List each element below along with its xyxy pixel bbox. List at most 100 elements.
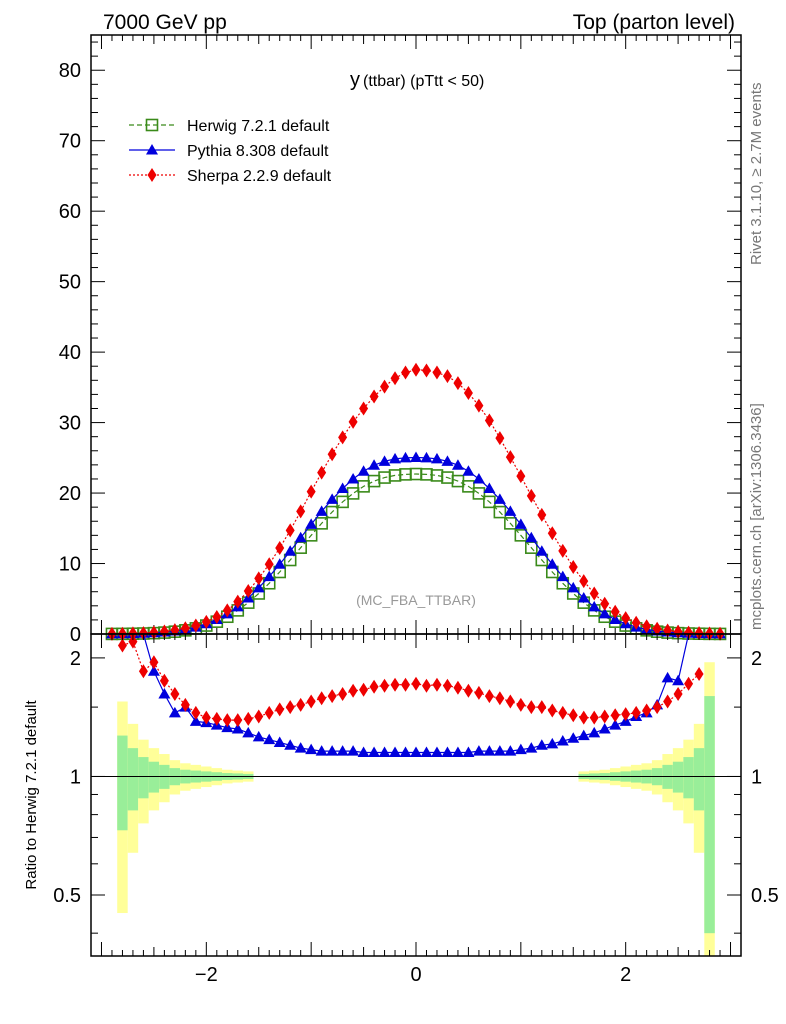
sherpa-marker	[317, 691, 327, 706]
herwig-marker	[483, 495, 496, 509]
sherpa-marker	[243, 584, 253, 599]
sherpa-marker	[275, 541, 285, 556]
sherpa-marker	[579, 574, 589, 589]
pythia-marker	[441, 746, 454, 758]
sherpa-marker	[401, 677, 411, 692]
pythia-marker	[504, 505, 517, 516]
y-tick-label: 30	[59, 413, 81, 435]
analysis-annotation: (MC_FBA_TTBAR)	[356, 592, 476, 608]
sherpa-marker	[474, 398, 484, 413]
sherpa-marker	[589, 710, 599, 725]
sherpa-marker	[380, 678, 390, 693]
sherpa-marker	[170, 686, 180, 701]
sherpa-marker	[411, 676, 421, 691]
sherpa-marker	[390, 371, 400, 386]
mcplots-label: mcplots.cern.ch [arXiv:1306.3436]	[748, 403, 765, 630]
sherpa-marker	[191, 618, 201, 633]
sherpa-marker	[338, 686, 348, 701]
pythia-marker	[305, 518, 318, 529]
herwig-marker	[493, 505, 507, 519]
y-tick-label: 70	[59, 131, 81, 153]
herwig-marker	[145, 118, 159, 132]
sherpa-marker	[453, 680, 463, 695]
pythia-marker	[567, 732, 580, 743]
y-tick-label: 60	[59, 201, 81, 223]
ratio-sherpa-line	[122, 640, 700, 721]
sherpa-marker	[180, 697, 190, 712]
pythia-marker	[410, 451, 422, 462]
sherpa-marker	[537, 507, 547, 522]
pythia-marker	[378, 455, 391, 466]
band-inner	[672, 761, 684, 793]
ratio-y-tick-label-right: 0.5	[751, 885, 779, 907]
pythia-marker	[147, 665, 160, 676]
sherpa-marker	[149, 625, 159, 640]
pythia-marker	[347, 472, 360, 484]
pythia-marker	[357, 746, 370, 758]
ratio-pythia-line	[142, 633, 690, 754]
pythia-marker	[661, 671, 674, 683]
sherpa-marker	[673, 624, 683, 639]
sherpa-marker	[233, 594, 243, 609]
sherpa-marker	[285, 700, 295, 715]
herwig-marker	[472, 487, 486, 500]
pythia-marker	[493, 745, 506, 756]
pythia-marker	[347, 745, 360, 756]
pythia-marker	[525, 742, 538, 753]
herwig-line	[112, 473, 720, 635]
sherpa-marker	[254, 709, 264, 724]
pythia-marker	[588, 726, 601, 738]
pythia-marker	[368, 459, 381, 470]
sherpa-marker	[610, 604, 620, 619]
sherpa-marker	[621, 611, 631, 626]
sherpa-marker	[484, 689, 494, 704]
sherpa-marker	[380, 379, 390, 394]
ratio-plot-frame	[90, 633, 742, 957]
pythia-marker	[284, 545, 297, 556]
pythia-marker	[189, 715, 202, 726]
sherpa-marker	[526, 488, 536, 503]
pythia-marker	[472, 472, 485, 484]
legend-label-sherpa: Sherpa 2.2.9 default	[187, 168, 332, 185]
sherpa-marker	[317, 465, 327, 480]
herwig-marker	[346, 487, 360, 500]
pythia-marker	[336, 482, 349, 493]
sherpa-marker	[212, 609, 222, 624]
header-left: 7000 GeV pp	[103, 11, 227, 34]
sherpa-marker	[421, 363, 431, 378]
herwig-marker	[504, 517, 517, 530]
band-inner	[127, 748, 139, 811]
ratio-y-tick-label-right: 1	[751, 766, 762, 788]
ratio-y-tick-label: 1	[70, 766, 81, 788]
uncertainty-bands	[117, 662, 715, 956]
band-inner	[148, 761, 160, 793]
pythia-marker	[168, 706, 181, 718]
sherpa-marker	[526, 700, 536, 715]
sherpa-marker	[537, 700, 547, 715]
sherpa-marker	[390, 677, 400, 692]
sherpa-marker	[222, 603, 232, 618]
sherpa-marker	[631, 705, 641, 720]
pythia-marker	[514, 518, 527, 529]
sherpa-marker	[359, 401, 369, 416]
herwig-series	[105, 467, 727, 641]
sherpa-marker	[254, 571, 264, 586]
sherpa-marker	[117, 638, 127, 653]
sherpa-marker	[411, 362, 421, 377]
sherpa-marker	[138, 626, 148, 641]
sherpa-marker	[285, 523, 295, 538]
pythia-marker	[430, 452, 443, 464]
pythia-marker	[231, 722, 244, 734]
ratio-y-tick-label: 0.5	[53, 885, 81, 907]
pythia-marker	[389, 452, 402, 464]
pythia-marker	[326, 745, 339, 756]
pythia-marker	[315, 745, 328, 756]
pythia-marker	[252, 581, 265, 593]
title-main: y	[350, 69, 360, 91]
sherpa-marker	[558, 543, 568, 558]
pythia-marker	[672, 674, 685, 686]
ratio-y-tick-label-right: 2	[751, 648, 762, 670]
sherpa-marker	[369, 679, 379, 694]
pythia-marker	[577, 729, 590, 741]
